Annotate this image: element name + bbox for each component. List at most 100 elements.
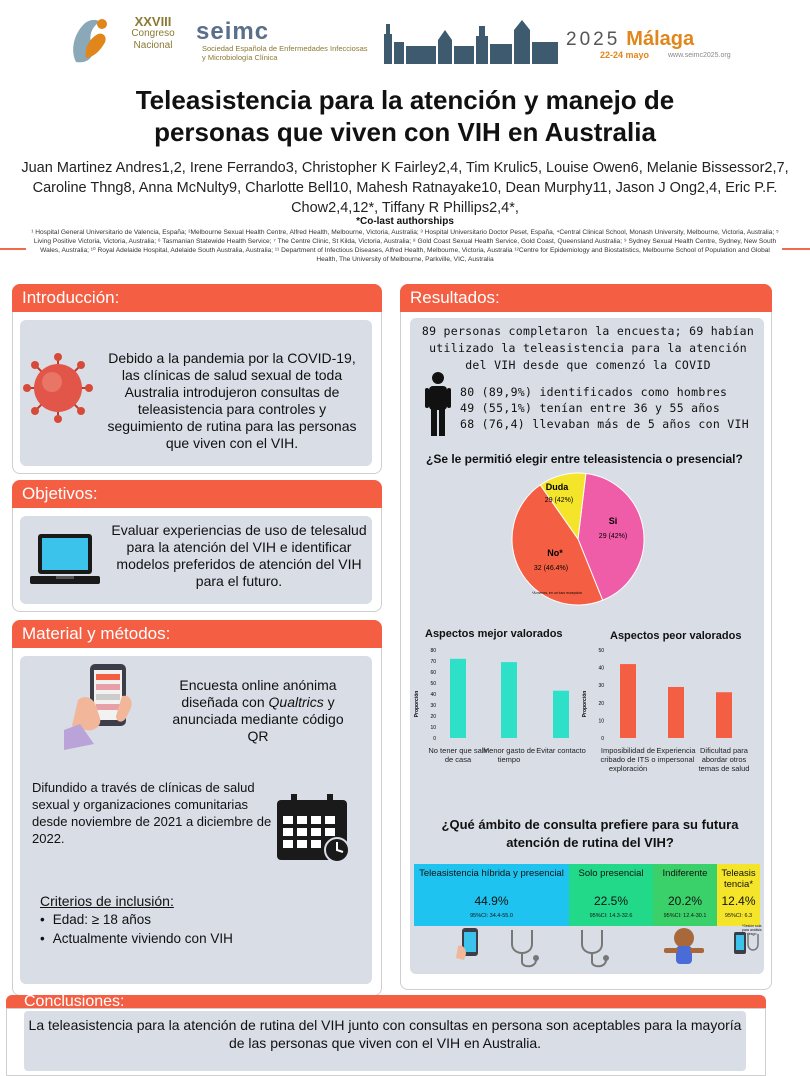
bar xyxy=(620,664,636,738)
dissemination-text: Difundido a través de clínicas de salud … xyxy=(32,780,272,846)
calendar-icon xyxy=(277,794,350,863)
divider-left xyxy=(0,248,26,250)
y-axis-label: Proporción xyxy=(414,691,420,718)
malaga-website: www.seimc2025.org xyxy=(668,52,731,59)
criteria-item: Edad: ≥ 18 años xyxy=(40,910,233,929)
seimc-logo: seimc xyxy=(196,18,270,45)
preference-ci: 95%CI: 14.3-32.6 xyxy=(589,913,633,919)
bar xyxy=(553,690,569,738)
survey-text: Encuesta online anónima diseñada con Qua… xyxy=(172,677,344,744)
y-tick-label: 60 xyxy=(430,670,436,676)
pie-slice-no xyxy=(511,484,604,606)
preference-value: 20.2% xyxy=(667,894,703,908)
best-aspects-chart: 0 10 20 30 40 50 60 70 80 Proporción xyxy=(414,648,569,742)
y-tick-label: 20 xyxy=(430,714,436,720)
preference-value: 44.9% xyxy=(474,894,509,908)
coronavirus-icon xyxy=(23,353,93,423)
future-question: ¿Qué ámbito de consulta prefiere para su… xyxy=(441,817,739,850)
pie-label: Si xyxy=(609,516,618,526)
y-tick-label: 10 xyxy=(430,725,436,731)
preference-ci: 95%CI: 6.3 xyxy=(724,913,753,919)
objetivos-text: Evaluar experiencias de uso de telesalud… xyxy=(111,522,367,589)
y-axis-label: Proporción xyxy=(582,691,588,718)
resultados-heading: Resultados: xyxy=(400,284,772,312)
y-tick-label: 0 xyxy=(433,736,436,742)
choice-question: ¿Se le permitió elegir entre teleasisten… xyxy=(426,452,743,466)
preference-value: 22.5% xyxy=(593,894,629,908)
malaga-skyline-icon xyxy=(384,20,558,64)
preference-label: Solo presencial xyxy=(578,868,644,879)
worst-aspects-chart: 0 10 20 30 40 50 Proporción xyxy=(582,648,732,742)
x-tick-label: No tener que salir de casa xyxy=(428,746,488,764)
y-tick-label: 20 xyxy=(598,701,604,707)
conclusiones-box xyxy=(24,1011,746,1071)
preference-cell: Solo presencial 22.5% 95%CI: 14.3-32.6 xyxy=(569,864,653,926)
demographics-list: 80 (89,9%) identificados como hombres 49… xyxy=(460,384,749,432)
pie-note: *A menos, en un tuvo excepción xyxy=(532,591,582,595)
congreso-logo-icon xyxy=(73,19,107,63)
pie-label: Duda xyxy=(546,482,569,492)
preference-footnote: *Sesión sola para análisis de riesgo xyxy=(742,924,762,936)
shrug-person-icon xyxy=(664,928,704,964)
choice-pie-chart: Si 29 (42%) No* 32 (46.4%) Duda 29 (42%) *A me… xyxy=(511,472,645,606)
author-list: Juan Martinez Andres1,2, Irene Ferrando3… xyxy=(21,160,789,216)
intro-text: Debido a la pandemia por la COVID-19, la… xyxy=(107,350,357,451)
criteria-title: Criterios de inclusión: xyxy=(40,893,174,909)
y-tick-label: 30 xyxy=(430,703,436,709)
person-icon xyxy=(425,372,451,436)
criteria-item: Actualmente viviendo con VIH xyxy=(40,929,233,948)
y-tick-label: 40 xyxy=(430,692,436,698)
preference-ci: 95%CI: 12.4-30.1 xyxy=(663,913,707,919)
bar xyxy=(501,662,517,738)
material-heading: Material y métodos: xyxy=(12,620,382,648)
congreso-label: XXVIII Congreso Nacional xyxy=(131,14,175,51)
y-tick-label: 10 xyxy=(598,718,604,724)
affiliations: ¹ Hospital General Universitario de Vale… xyxy=(31,229,779,263)
preference-label: Teleasistencia híbrida y presencial xyxy=(419,868,564,879)
objetivos-heading: Objetivos: xyxy=(12,480,382,508)
conclusiones-text: La teleasistencia para la atención de ru… xyxy=(28,1017,742,1051)
pie-value-label: 29 (42%) xyxy=(545,497,573,504)
divider-right xyxy=(782,248,810,250)
y-tick-label: 80 xyxy=(430,648,436,654)
x-tick-label: Dificultad para abordar otros temas de s… xyxy=(698,746,750,773)
x-tick-label: Experiencia impersonal xyxy=(656,746,696,764)
stethoscope-icon-2 xyxy=(581,930,607,968)
y-tick-label: 50 xyxy=(430,681,436,687)
pie-slice-si xyxy=(577,472,645,601)
phone-icon xyxy=(456,928,478,960)
demographic-item: 49 (55,1%) tenían entre 36 y 55 años xyxy=(460,401,721,415)
phone-survey-icon xyxy=(64,664,132,750)
y-tick-label: 50 xyxy=(598,648,604,654)
pie-value-label: 29 (42%) xyxy=(599,533,627,540)
preference-icons xyxy=(456,928,759,968)
phone-icon-2 xyxy=(734,932,746,954)
preference-cell: Indiferente 20.2% 95%CI: 12.4-30.1 xyxy=(653,864,717,926)
preference-cell: Teleasistencia híbrida y presencial 44.9%… xyxy=(414,864,569,926)
criteria-list: Edad: ≥ 18 años Actualmente viviendo con… xyxy=(40,910,233,948)
preference-ci: 95%CI: 34.4-55.0 xyxy=(470,913,513,919)
co-last-note: *Co-last authorships xyxy=(356,216,454,227)
preference-value: 12.4% xyxy=(721,894,756,908)
demographic-item: 68 (76,4) llevaban más de 5 años con VIH xyxy=(460,417,749,431)
demographic-item: 80 (89,9%) identificados como hombres xyxy=(460,385,728,399)
x-tick-label: Menor gasto de tiempo xyxy=(482,746,536,764)
pie-slice-duda xyxy=(539,472,587,541)
results-intro: 89 personas completaron la encuesta; 69 … xyxy=(421,324,755,372)
pie-value-label: 32 (46.4%) xyxy=(534,565,568,572)
poster-title: Teleasistencia para la atención y manejo… xyxy=(135,85,675,147)
stethoscope-icon xyxy=(511,930,537,968)
preference-cell: Teleasis tencia* 12.4% 95%CI: 6.3 xyxy=(717,864,760,926)
y-tick-label: 30 xyxy=(598,683,604,689)
preference-label: Indiferente xyxy=(662,868,708,879)
bar xyxy=(450,658,466,738)
preference-label: Teleasis tencia* xyxy=(721,868,756,890)
malaga-dates: 22-24 mayo xyxy=(600,50,650,60)
best-aspects-title: Aspectos mejor valorados xyxy=(425,628,563,640)
bar xyxy=(716,692,732,738)
x-tick-label: Evitar contacto xyxy=(536,746,586,755)
seimc-subtitle: Sociedad Española de Enfermedades Infecc… xyxy=(202,44,368,62)
worst-aspects-title: Aspectos peor valorados xyxy=(610,630,742,642)
stethoscope-icon-3 xyxy=(747,934,759,951)
y-tick-label: 70 xyxy=(430,659,436,665)
